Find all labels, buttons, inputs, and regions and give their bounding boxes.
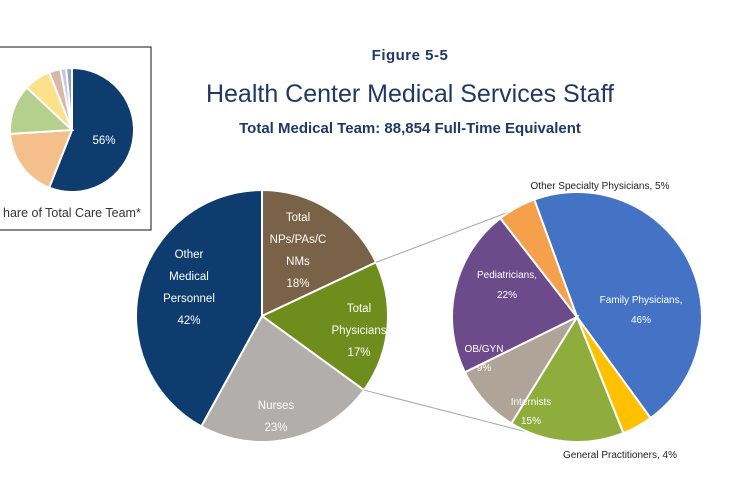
breakdown-general-practitioners-label: General Practitioners, 4% xyxy=(563,450,677,461)
breakdown-slice-family-physicians xyxy=(532,191,703,420)
breakdown-general-practitioners-value: 4% xyxy=(663,450,678,461)
main-slice-nurses xyxy=(199,314,366,443)
main-other-medical-personnel-label-line: Medical xyxy=(169,271,209,283)
main-total-physicians-label-line: Total xyxy=(347,303,371,315)
main-total-physicians-value: 17% xyxy=(347,347,370,359)
main-total-nps-pas-c-nms-value: 18% xyxy=(286,278,309,290)
inset-slice-label: 56% xyxy=(92,135,115,147)
inset-slice-slice xyxy=(47,66,135,193)
inset-caption: hare of Total Care Team* xyxy=(3,206,141,220)
breakdown-ob-gyn-value: 9% xyxy=(477,363,492,374)
main-total-physicians-label-line: Physicians xyxy=(332,325,387,337)
main-other-medical-personnel-value: 42% xyxy=(177,315,200,327)
breakdown-family-physicians-value: 46% xyxy=(631,315,651,326)
main-other-medical-personnel-label-line: Personnel xyxy=(163,293,215,305)
main-slice-total-physicians xyxy=(260,261,389,392)
breakdown-pediatricians-value: 22% xyxy=(497,290,517,301)
breakdown-general-practitioners-label-text: General Practitioners, xyxy=(563,450,663,461)
main-nurses-value: 23% xyxy=(264,422,287,434)
main-slice-other-medical-personnel xyxy=(135,188,263,428)
breakdown-slice-other-specialty-physicians xyxy=(498,198,578,318)
breakdown-slice-internists xyxy=(509,314,625,443)
main-slice-total-nps-pas-c-nms xyxy=(261,188,378,318)
breakdown-other-specialty-physicians-value: 5% xyxy=(655,181,670,192)
breakdown-other-specialty-physicians-label-text: Other Specialty Physicians, xyxy=(531,181,656,192)
main-total-nps-pas-c-nms-label-line: NPs/PAs/C xyxy=(270,234,327,246)
breakdown-other-specialty-physicians-label: Other Specialty Physicians, 5% xyxy=(531,181,670,192)
connector-line-top xyxy=(375,203,531,263)
inset-slice-slice xyxy=(9,128,74,189)
chart-subtitle: Total Medical Team: 88,854 Full-Time Equ… xyxy=(239,120,581,137)
chart-title: Health Center Medical Services Staff xyxy=(205,80,615,108)
main-total-nps-pas-c-nms-label-line: NMs xyxy=(286,256,310,268)
breakdown-pediatricians-label: Pediatricians, xyxy=(477,270,537,281)
main-other-medical-personnel-label-line: Other xyxy=(175,249,204,261)
main-total-nps-pas-c-nms-label-line: Total xyxy=(286,212,310,224)
figure-label: Figure 5-5 xyxy=(371,47,449,64)
breakdown-internists-label: Internists xyxy=(511,397,552,408)
breakdown-slice-pediatricians xyxy=(451,216,579,374)
breakdown-ob-gyn-label: OB/GYN xyxy=(465,344,504,355)
breakdown-family-physicians-label: Family Physicians, xyxy=(600,295,683,306)
inset-slice-slice xyxy=(65,66,73,131)
breakdown-internists-value: 15% xyxy=(521,416,541,427)
main-nurses-label-line: Nurses xyxy=(258,400,295,412)
